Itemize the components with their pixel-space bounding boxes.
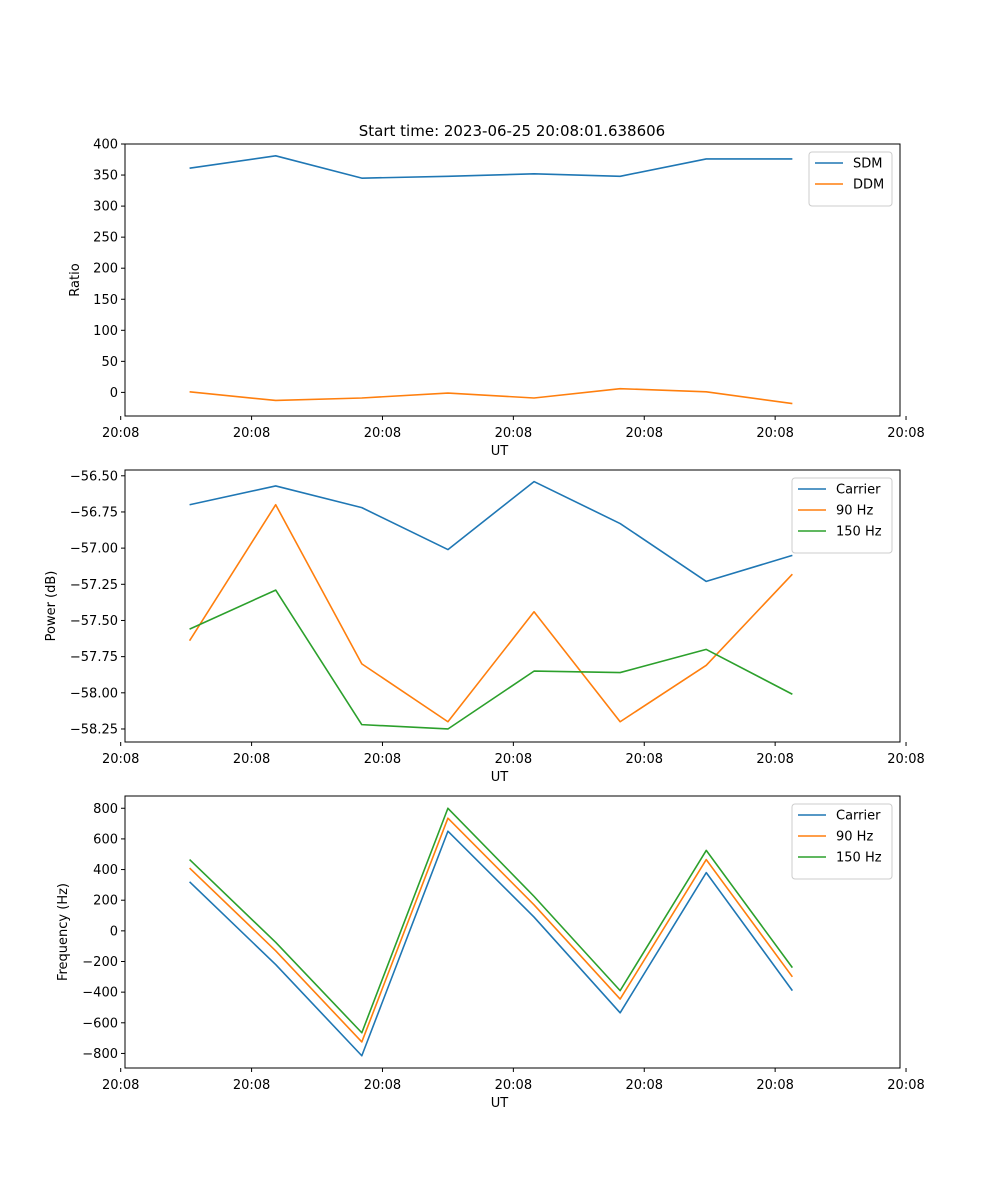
y-tick-label: 400 <box>93 863 118 878</box>
legend-label: 90 Hz <box>836 830 873 845</box>
x-tick-label: 20:08 <box>495 426 532 441</box>
x-tick-label: 20:08 <box>102 1078 139 1093</box>
y-tick-label: −57.75 <box>70 650 118 665</box>
x-tick-label: 20:08 <box>887 752 924 767</box>
y-tick-label: −56.75 <box>70 505 118 520</box>
x-tick-label: 20:08 <box>364 752 401 767</box>
x-tick-label: 20:08 <box>233 1078 270 1093</box>
series-line-3 <box>189 807 794 1034</box>
x-tick-label: 20:08 <box>364 1078 401 1093</box>
y-tick-label: 50 <box>101 355 118 370</box>
series-line-1 <box>189 480 793 583</box>
y-tick-label: −200 <box>82 955 118 970</box>
x-tick-label: 20:08 <box>102 752 139 767</box>
y-tick-label: −57.00 <box>70 542 118 557</box>
x-tick-label: 20:08 <box>626 426 663 441</box>
x-tick-label: 20:08 <box>233 752 270 767</box>
series-line-2 <box>189 387 793 405</box>
y-tick-label: 200 <box>93 894 118 909</box>
y-tick-label: 400 <box>93 138 118 153</box>
series-line-1 <box>189 154 793 179</box>
y-tick-label: −400 <box>82 986 118 1001</box>
y-axis-label: Frequency (Hz) <box>56 883 71 981</box>
y-tick-label: −57.50 <box>70 614 118 629</box>
axes-frame <box>124 143 901 417</box>
y-tick-label: 350 <box>93 169 118 184</box>
y-tick-label: 200 <box>93 262 118 277</box>
series-line-2 <box>188 503 793 723</box>
x-tick-label: 20:08 <box>233 426 270 441</box>
x-tick-label: 20:08 <box>887 1078 924 1093</box>
series-line-2 <box>189 817 794 1043</box>
x-tick-label: 20:08 <box>756 752 793 767</box>
legend-box <box>808 151 893 207</box>
x-tick-label: 20:08 <box>887 426 924 441</box>
y-tick-label: −58.25 <box>70 722 118 737</box>
legend-box <box>791 477 893 554</box>
x-tick-label: 20:08 <box>495 752 532 767</box>
x-tick-label: 20:08 <box>756 1078 793 1093</box>
legend-label: 90 Hz <box>836 504 873 519</box>
x-tick-label: 20:08 <box>102 426 139 441</box>
legend-box <box>791 803 893 880</box>
y-tick-label: 600 <box>93 832 118 847</box>
y-tick-label: 150 <box>93 293 118 308</box>
series-line-1 <box>189 830 794 1057</box>
x-tick-label: 20:08 <box>364 426 401 441</box>
y-tick-label: −800 <box>82 1047 118 1062</box>
chart-title: Start time: 2023-06-25 20:08:01.638606 <box>359 122 665 140</box>
x-axis-label: UT <box>491 770 509 785</box>
x-axis-label: UT <box>491 1096 509 1111</box>
legend-label: SDM <box>853 157 882 172</box>
x-tick-label: 20:08 <box>626 752 663 767</box>
y-tick-label: 300 <box>93 200 118 215</box>
x-tick-label: 20:08 <box>756 426 793 441</box>
legend-label: DDM <box>853 178 884 193</box>
x-tick-label: 20:08 <box>626 1078 663 1093</box>
y-tick-label: 250 <box>93 231 118 246</box>
y-tick-label: −600 <box>82 1016 118 1031</box>
legend-label: 150 Hz <box>836 851 882 866</box>
panel-1: 0 50 100 150 200 250 300 350 400 20:08 20:08 20:08 2… <box>68 138 925 460</box>
legend: SDM DDM <box>808 151 893 207</box>
y-tick-label: −57.25 <box>70 578 118 593</box>
legend-label: Carrier <box>836 809 881 824</box>
y-tick-label: −58.00 <box>70 686 118 701</box>
y-tick-label: 0 <box>110 924 118 939</box>
y-tick-label: 0 <box>110 386 118 401</box>
x-tick-label: 20:08 <box>495 1078 532 1093</box>
legend-label: Carrier <box>836 483 881 498</box>
legend-label: 150 Hz <box>836 525 882 540</box>
legend: Carrier 90 Hz 150 Hz <box>791 803 893 880</box>
panel-3: 800 600 400 200 0 −200 −400 −600 −800 20:08 20:08 2… <box>56 795 925 1111</box>
y-tick-label: 800 <box>93 802 118 817</box>
y-axis-label: Power (dB) <box>44 571 59 642</box>
y-axis-label: Ratio <box>68 263 83 296</box>
series-line-3 <box>189 589 793 730</box>
legend: Carrier 90 Hz 150 Hz <box>791 477 893 554</box>
y-tick-label: 100 <box>93 324 118 339</box>
axes-frame <box>124 795 901 1069</box>
axes-frame <box>124 469 901 743</box>
y-tick-label: −56.50 <box>70 469 118 484</box>
x-axis-label: UT <box>491 444 509 459</box>
panel-2: −56.50 −56.75 −57.00 −57.25 −57.50 −57.75 −58.… <box>44 469 925 785</box>
